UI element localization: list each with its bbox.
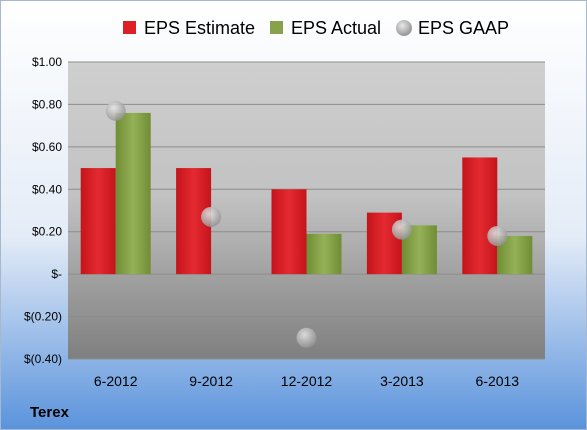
point-eps-gaap [201, 206, 222, 227]
y-tick-label: $0.20 [32, 225, 62, 239]
legend-swatch [396, 20, 412, 36]
x-tick-label: 6-2013 [476, 373, 520, 389]
bars [80, 112, 533, 275]
legend-swatch [123, 21, 136, 34]
y-tick-label: $0.40 [32, 182, 62, 196]
point-eps-gaap [487, 225, 508, 246]
y-axis-ticks: $1.00 $0.80 $0.60 $0.40 $0.20 $- $(0.20) $(0.40… [24, 55, 62, 366]
x-tick-label: 9-2012 [189, 373, 233, 389]
point-eps-gaap [296, 327, 317, 348]
x-tick-label: 6-2012 [94, 373, 138, 389]
legend-label: EPS GAAP [418, 18, 509, 38]
y-tick-label: $(0.20) [24, 310, 62, 324]
bar-eps-actual [115, 112, 151, 275]
y-tick-label: $- [51, 267, 62, 281]
x-axis-ticks: 6-2012 9-2012 12-2012 3-2013 6-2013 [94, 373, 519, 389]
y-tick-label: $0.60 [32, 140, 62, 154]
x-tick-label: 12-2012 [281, 373, 333, 389]
bar-eps-actual [306, 233, 342, 275]
point-eps-gaap [391, 219, 412, 240]
legend: EPS Estimate EPS Actual EPS GAAP [123, 18, 509, 38]
x-tick-label: 3-2013 [380, 373, 424, 389]
y-tick-label: $0.80 [32, 97, 62, 111]
bar-eps-estimate [271, 189, 307, 275]
legend-label: EPS Actual [291, 18, 381, 38]
legend-swatch [270, 21, 283, 34]
bar-eps-estimate [462, 157, 498, 275]
gaap-points [105, 100, 508, 348]
legend-label: EPS Estimate [144, 18, 255, 38]
point-eps-gaap [105, 100, 126, 121]
y-tick-label: $(0.40) [24, 352, 62, 366]
y-tick-label: $1.00 [32, 55, 62, 69]
bar-eps-estimate [80, 168, 116, 275]
company-label: Terex [30, 404, 70, 421]
